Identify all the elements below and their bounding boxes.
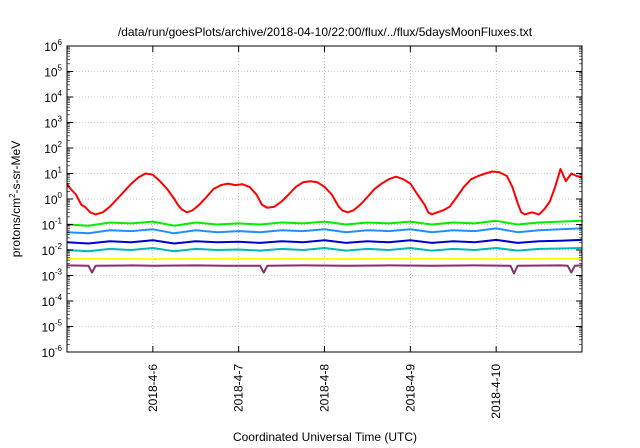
chart-title: /data/run/goesPlots/archive/2018-04-10/2…: [118, 25, 533, 39]
series-line-5: [66, 247, 583, 253]
y-axis-label-rest: -s-sr-MeV: [9, 141, 23, 194]
y-tick-exponent: -4: [55, 293, 63, 302]
y-tick-exponent: -6: [55, 344, 63, 353]
x-tick-label: 2018-4-6: [146, 364, 160, 412]
y-tick-label: 101: [44, 166, 62, 182]
y-tick-exponent: 0: [58, 191, 63, 200]
x-axis-label: Coordinated Universal Time (UTC): [233, 430, 417, 444]
y-tick-exponent: 6: [58, 38, 63, 47]
series-group: [66, 168, 583, 275]
y-tick-base: 10: [42, 244, 56, 258]
y-tick-exponent: 1: [58, 166, 63, 175]
y-tick-exponent: -2: [55, 242, 63, 251]
y-tick-base: 10: [44, 168, 58, 182]
y-tick-exponent: 4: [58, 89, 63, 98]
grid: [67, 46, 582, 352]
y-tick-label: 105: [44, 64, 62, 80]
y-tick-base: 10: [42, 295, 56, 309]
y-tick-base: 10: [42, 321, 56, 335]
y-tick-label: 10-5: [42, 319, 63, 335]
y-tick-label: 104: [44, 89, 62, 105]
y-tick-label: 10-2: [42, 242, 63, 258]
series-line-7: [66, 264, 583, 275]
y-axis-label: protons/cm2-s-sr-MeV: [8, 141, 23, 257]
y-tick-label: 10-1: [42, 217, 63, 233]
y-tick-label: 102: [44, 140, 62, 156]
y-tick-label: 10-3: [42, 268, 63, 284]
series-line-4: [66, 238, 583, 245]
y-tick-base: 10: [44, 66, 58, 80]
y-tick-exponent: 3: [58, 115, 63, 124]
y-tick-exponent: -5: [55, 319, 63, 328]
y-tick-exponent: -1: [55, 217, 63, 226]
y-tick-base: 10: [44, 91, 58, 105]
y-tick-label: 10-4: [42, 293, 63, 309]
series-line-1: [66, 168, 583, 216]
series-line-3: [66, 227, 583, 235]
y-tick-base: 10: [44, 193, 58, 207]
y-tick-base: 10: [42, 270, 56, 284]
y-tick-label: 103: [44, 115, 62, 131]
y-tick-base: 10: [44, 117, 58, 131]
x-tick-label: 2018-4-7: [232, 364, 246, 412]
y-tick-base: 10: [44, 40, 58, 54]
y-tick-label: 106: [44, 38, 62, 54]
y-tick-label: 100: [44, 191, 62, 207]
x-tick-label: 2018-4-10: [489, 364, 503, 419]
y-tick-labels: 10-610-510-410-310-210-11001011021031041…: [42, 38, 63, 360]
y-tick-exponent: 2: [58, 140, 63, 149]
y-tick-exponent: -3: [55, 268, 63, 277]
y-axis-label-main: protons/cm: [9, 198, 23, 257]
y-tick-exponent: 5: [58, 64, 63, 73]
y-tick-label: 10-6: [42, 344, 63, 360]
series-line-2: [66, 219, 583, 227]
axis-ticks: [67, 45, 582, 353]
y-tick-base: 10: [42, 346, 56, 360]
y-tick-base: 10: [44, 142, 58, 156]
x-tick-label: 2018-4-8: [318, 364, 332, 412]
y-axis-label-exponent: 2: [8, 193, 17, 198]
x-tick-label: 2018-4-9: [403, 364, 417, 412]
x-tick-labels: 2018-4-6 2018-4-7 2018-4-8 2018-4-9 2018-4-1…: [146, 364, 503, 419]
y-tick-base: 10: [42, 219, 56, 233]
